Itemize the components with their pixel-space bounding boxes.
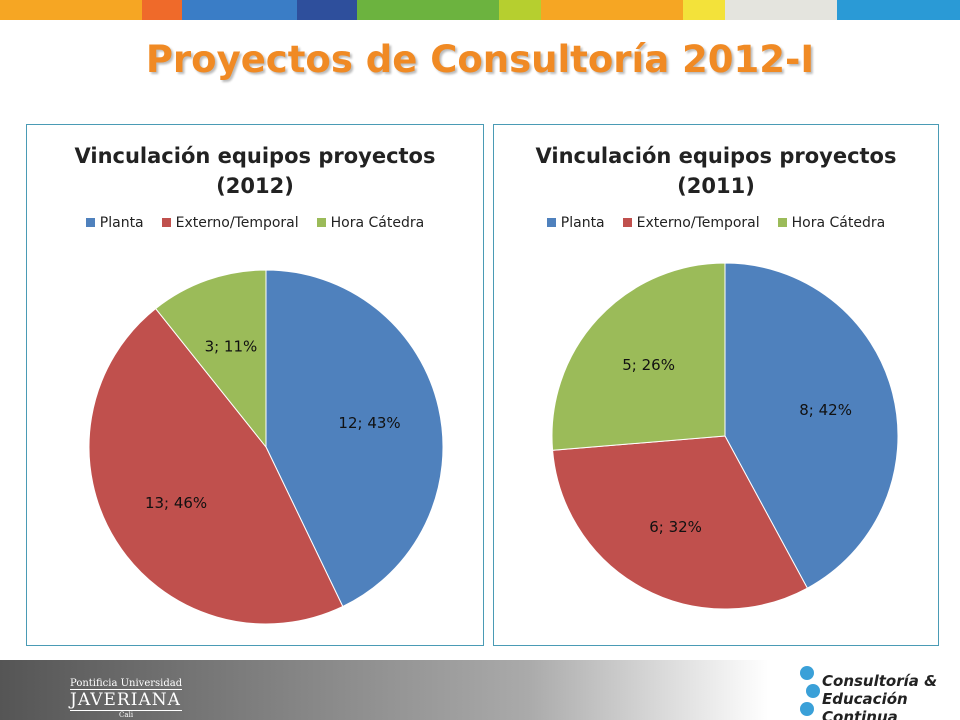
legend-swatch	[546, 218, 556, 227]
legend-swatch	[85, 218, 95, 227]
legend-item: Externo/Temporal	[622, 215, 760, 231]
footer: Pontificia Universidad JAVERIANA Cali Co…	[0, 660, 960, 720]
legend-label: Planta	[99, 215, 144, 231]
unit-line: Consultoría &	[822, 672, 938, 690]
stripe	[837, 0, 960, 20]
pie-slice	[88, 307, 344, 625]
legend-label: Externo/Temporal	[636, 215, 760, 231]
legend-swatch	[622, 218, 632, 227]
legend: Planta Externo/Temporal Hora Cátedra	[27, 215, 483, 231]
data-label: 3; 11%	[205, 337, 258, 355]
legend-item: Externo/Temporal	[161, 215, 299, 231]
chart-frame: Vinculación equipos proyectos (2011) Plan…	[493, 124, 939, 646]
legend-item: Planta	[546, 215, 605, 231]
chart-title: Vinculación equipos proyectos (2011)	[535, 144, 897, 198]
pie-slice	[551, 262, 726, 451]
pie-slice	[265, 269, 444, 608]
university-name: JAVERIANA	[70, 689, 183, 711]
data-label: 5; 26%	[622, 356, 675, 374]
legend: Planta Externo/Temporal Hora Cátedra	[494, 215, 938, 231]
stripe	[499, 0, 541, 20]
unit-logo: Consultoría & Educación Continua	[822, 672, 960, 720]
stripe	[357, 0, 499, 20]
data-label: 8; 42%	[799, 401, 852, 419]
university-city: Cali	[119, 711, 134, 719]
logo-dot	[800, 702, 814, 716]
pie-slice	[552, 435, 809, 610]
legend-swatch	[777, 218, 787, 227]
legend-item: Planta	[85, 215, 144, 231]
data-label: 13; 46%	[145, 494, 207, 512]
stripe	[541, 0, 683, 20]
stripe	[683, 0, 725, 20]
legend-swatch	[161, 218, 171, 227]
legend-item: Hora Cátedra	[777, 215, 886, 231]
legend-label: Hora Cátedra	[330, 215, 425, 231]
stripe	[142, 0, 182, 20]
stripe	[297, 0, 357, 20]
data-label: 12; 43%	[338, 414, 400, 432]
legend-swatch	[316, 218, 326, 227]
unit-line: Educación Continua	[822, 690, 908, 720]
data-label: 6; 32%	[649, 518, 702, 536]
university-logo: Pontificia Universidad JAVERIANA Cali	[70, 678, 183, 719]
pie-chart: 12; 43% 13; 46% 3; 11%	[88, 269, 444, 625]
chart-title: Vinculación equipos proyectos (2012)	[74, 144, 436, 198]
logo-dot	[806, 684, 820, 698]
legend-label: Hora Cátedra	[791, 215, 886, 231]
stripe	[0, 0, 142, 20]
logo-dot	[800, 666, 814, 680]
pie-chart: 8; 42% 6; 32% 5; 26%	[551, 262, 899, 610]
pie-slice	[724, 262, 899, 589]
pie-slice	[154, 269, 267, 449]
stripe	[182, 0, 297, 20]
slide-title: Proyectos de Consultoría 2012-I	[145, 38, 815, 81]
university-line: Pontificia Universidad	[70, 678, 183, 689]
chart-frame: Vinculación equipos proyectos (2012) Plan…	[26, 124, 484, 646]
legend-label: Planta	[560, 215, 605, 231]
stripe	[725, 0, 837, 20]
legend-item: Hora Cátedra	[316, 215, 425, 231]
legend-label: Externo/Temporal	[175, 215, 299, 231]
